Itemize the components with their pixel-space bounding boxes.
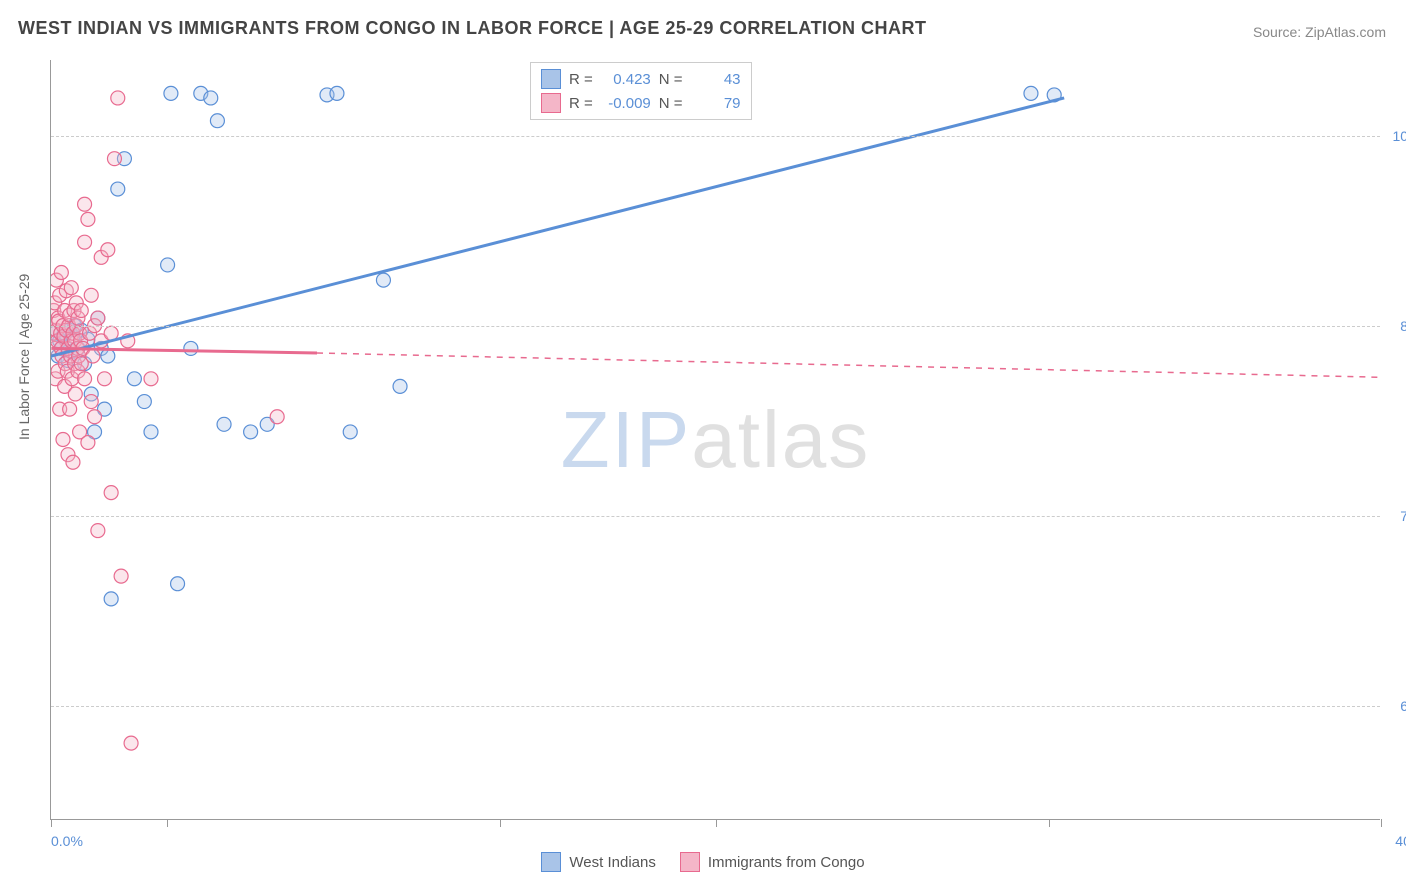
n-value-2: 79 [691, 95, 741, 112]
r-value-2: -0.009 [601, 95, 651, 112]
legend-label-1: West Indians [569, 854, 655, 871]
legend-row-series2: R = -0.009 N = 79 [541, 91, 741, 115]
ytick-label: 100.0% [1385, 128, 1406, 144]
xtick-label-min: 0.0% [51, 833, 83, 849]
source-attribution: Source: ZipAtlas.com [1253, 24, 1386, 40]
n-label: N = [659, 95, 683, 112]
legend-label-2: Immigrants from Congo [708, 854, 865, 871]
ytick-label: 87.5% [1385, 318, 1406, 334]
y-axis-label: In Labor Force | Age 25-29 [16, 274, 32, 440]
legend-item-2: Immigrants from Congo [680, 852, 865, 872]
ytick-label: 62.5% [1385, 698, 1406, 714]
series-legend: West Indians Immigrants from Congo [0, 852, 1406, 872]
n-value-1: 43 [691, 71, 741, 88]
ytick-label: 75.0% [1385, 508, 1406, 524]
correlation-legend: R = 0.423 N = 43 R = -0.009 N = 79 [530, 62, 752, 120]
n-label: N = [659, 71, 683, 88]
r-value-1: 0.423 [601, 71, 651, 88]
swatch-series1 [541, 69, 561, 89]
xtick-label-max: 40.0% [1395, 833, 1406, 849]
r-label: R = [569, 71, 593, 88]
chart-title: WEST INDIAN VS IMMIGRANTS FROM CONGO IN … [18, 18, 927, 39]
swatch-series2-bottom [680, 852, 700, 872]
legend-row-series1: R = 0.423 N = 43 [541, 67, 741, 91]
swatch-series2 [541, 93, 561, 113]
swatch-series1-bottom [541, 852, 561, 872]
r-label: R = [569, 95, 593, 112]
legend-item-1: West Indians [541, 852, 655, 872]
plot-area: ZIPatlas 62.5%75.0%87.5%100.0%0.0%40.0% [50, 60, 1380, 820]
